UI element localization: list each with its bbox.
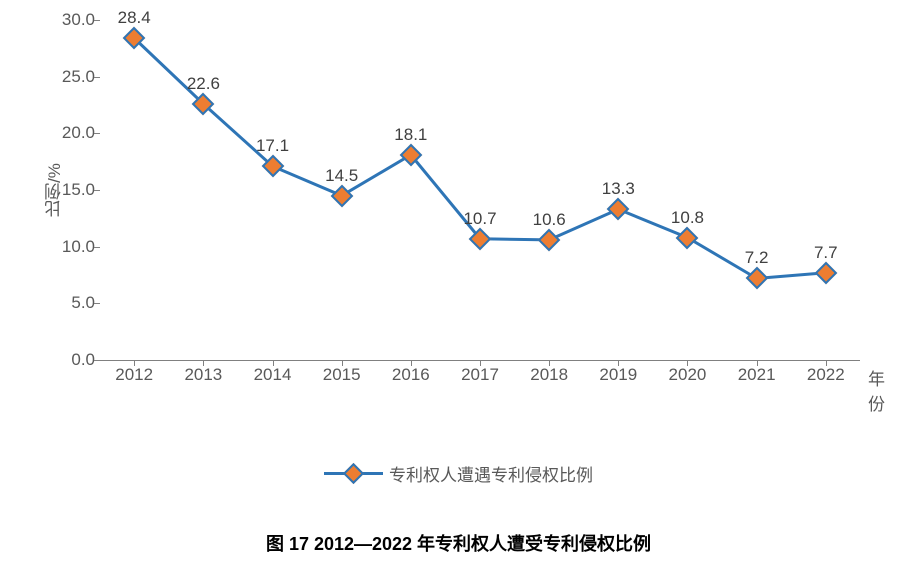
legend-marker-diamond-icon [343, 463, 364, 484]
x-tick-label: 2018 [530, 365, 568, 385]
series-line [100, 20, 860, 360]
y-tick-label: 30.0 [45, 10, 95, 30]
data-label: 14.5 [325, 166, 358, 186]
x-tick-label: 2019 [599, 365, 637, 385]
legend-text: 专利权人遭遇专利侵权比例 [389, 461, 593, 486]
x-tick-label: 2020 [669, 365, 707, 385]
x-tick-label: 2012 [115, 365, 153, 385]
x-axis-line [100, 360, 860, 361]
data-label: 13.3 [602, 179, 635, 199]
data-label: 28.4 [118, 8, 151, 28]
x-tick-label: 2017 [461, 365, 499, 385]
data-label: 18.1 [394, 125, 427, 145]
figure-caption: 图 17 2012—2022 年专利权人遭受专利侵权比例 [0, 530, 917, 556]
data-label: 10.8 [671, 208, 704, 228]
data-label: 7.2 [745, 248, 769, 268]
x-tick-label: 2016 [392, 365, 430, 385]
plot-area: 28.422.617.114.518.110.710.613.310.87.27… [100, 20, 860, 360]
chart-container: 比例/% 0.05.010.015.020.025.030.0 20122013… [40, 10, 880, 410]
data-label: 7.7 [814, 243, 838, 263]
legend-line-segment [361, 472, 383, 475]
x-tick-label: 2014 [254, 365, 292, 385]
y-tick-label: 5.0 [45, 293, 95, 313]
x-tick-label: 2015 [323, 365, 361, 385]
x-tick-label: 2022 [807, 365, 845, 385]
x-tick-label: 2021 [738, 365, 776, 385]
data-label: 10.6 [533, 210, 566, 230]
y-tick-label: 20.0 [45, 123, 95, 143]
y-tick-label: 15.0 [45, 180, 95, 200]
data-label: 22.6 [187, 74, 220, 94]
y-tick-label: 10.0 [45, 237, 95, 257]
x-axis-title: 年份 [868, 365, 885, 415]
data-label: 17.1 [256, 136, 289, 156]
y-tick-label: 25.0 [45, 67, 95, 87]
legend: 专利权人遭遇专利侵权比例 [0, 460, 917, 486]
data-label: 10.7 [463, 209, 496, 229]
y-tick-label: 0.0 [45, 350, 95, 370]
x-tick-label: 2013 [184, 365, 222, 385]
